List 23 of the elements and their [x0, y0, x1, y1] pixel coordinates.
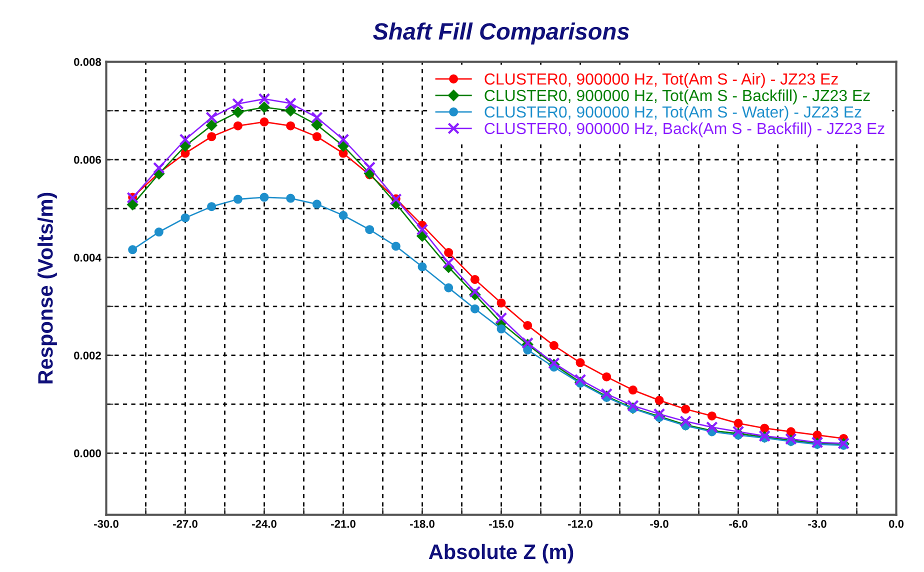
x-tick-label: -12.0	[568, 520, 592, 528]
legend-label: CLUSTER0, 900000 Hz, Back(Am S - Backfill) - JZ23 Ez	[484, 122, 884, 138]
legend-label: CLUSTER0, 900000 Hz, Tot(Am S - Backfill) - JZ23 Ez	[484, 89, 870, 104]
legend-label: CLUSTER0, 900000 Hz, Tot(Am S - Air) - JZ23 Ez	[484, 72, 838, 88]
x-axis-title: Absolute Z (m)	[428, 544, 574, 564]
x-tick-label: 0.0	[888, 520, 904, 528]
y-tick-label: 0.000	[74, 449, 101, 458]
x-tick-label: -30.0	[94, 520, 118, 528]
x-tick-label: -3.0	[808, 520, 826, 528]
y-tick-label: 0.004	[74, 254, 102, 262]
x-tick-label: -18.0	[410, 520, 434, 528]
x-tick-label: -27.0	[173, 520, 198, 528]
y-tick-label: 0.006	[74, 156, 101, 164]
y-tick-label: 0.008	[74, 58, 102, 66]
x-tick-label: -15.0	[489, 520, 514, 528]
x-tick-label: -21.0	[331, 520, 356, 528]
chart-title: Shaft Fill Comparisons	[373, 22, 630, 44]
x-tick-label: -6.0	[729, 520, 748, 528]
y-axis-title: Response (Volts/m)	[38, 192, 57, 384]
x-tick-label: -9.0	[650, 520, 668, 528]
y-tick-label: 0.002	[74, 352, 101, 360]
legend-label: CLUSTER0, 900000 Hz, Tot(Am S - Water) - JZ23 Ez	[484, 106, 862, 121]
x-tick-label: -24.0	[252, 520, 276, 528]
